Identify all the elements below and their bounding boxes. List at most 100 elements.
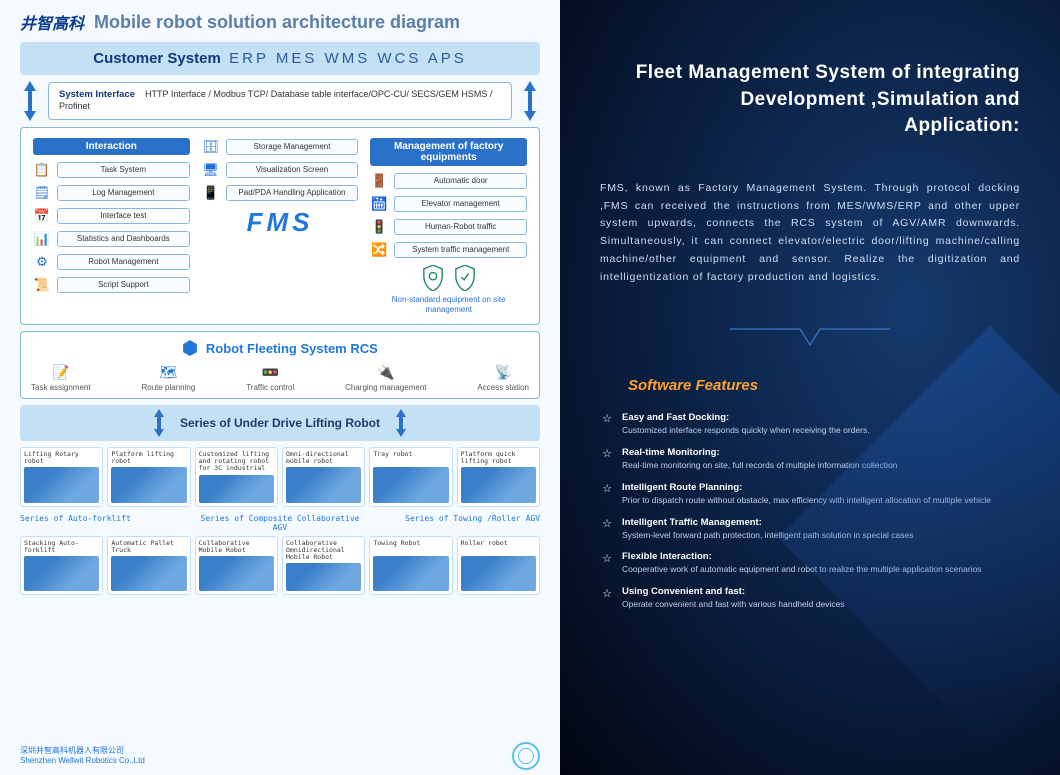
cube-icon: ⬢ xyxy=(182,338,198,359)
robot-name: Collaborative Omnidirectional Mobile Rob… xyxy=(286,540,361,561)
shield-icons xyxy=(370,265,527,291)
robot-image-placeholder xyxy=(24,556,99,591)
robot-grid-1: Lifting Rotary robot Platform lifting rob… xyxy=(20,447,540,506)
feature-item: ☆Intelligent Route Planning:Prior to dis… xyxy=(600,482,1020,507)
cell-label: Task System xyxy=(57,162,190,179)
robot-image-placeholder xyxy=(111,556,186,591)
robot-image-placeholder xyxy=(373,556,448,591)
star-icon: ☆ xyxy=(600,517,614,531)
feature-heading: Intelligent Traffic Management: xyxy=(622,517,1020,528)
customer-label: Customer System xyxy=(93,50,221,67)
cell-label: Storage Management xyxy=(226,139,359,156)
cell-icon: 🚪 xyxy=(370,172,388,190)
feature-item: ☆Intelligent Traffic Management:System-l… xyxy=(600,517,1020,542)
fms-cell: 📅Interface test xyxy=(33,207,190,225)
feature-desc: Customized interface responds quickly wh… xyxy=(622,425,1020,437)
nonstandard-note: Non-standard equipment on site managemen… xyxy=(370,295,527,314)
shield-icon xyxy=(422,265,444,291)
right-title: Fleet Management System of integrating D… xyxy=(600,60,1020,140)
robot-card: Platform lifting robot xyxy=(107,447,190,506)
col-title-interaction: Interaction xyxy=(33,138,190,155)
feature-item: ☆ Using Convenient and fast:Operate conve… xyxy=(600,586,1020,611)
updown-arrow-icon xyxy=(394,409,408,437)
robot-name: Platform quick lifting robot xyxy=(461,451,536,465)
robot-card: Automatic Pallet Truck xyxy=(107,536,190,595)
feature-body: Using Convenient and fast:Operate conven… xyxy=(622,586,1020,611)
cell-icon: 🛗 xyxy=(370,195,388,213)
shield-icon xyxy=(454,265,476,291)
updown-arrow-icon xyxy=(20,81,40,121)
star-icon: ☆ xyxy=(600,586,614,600)
lifting-robot-band: Series of Under Drive Lifting Robot xyxy=(20,405,540,441)
robot-card: Towing Robot xyxy=(369,536,452,595)
robot-name: Collaborative Mobile Robot xyxy=(199,540,274,554)
robot-card: Tray robot xyxy=(369,447,452,506)
series-collab: Series of Composite Collaborative AGV xyxy=(197,514,364,532)
feature-heading: Intelligent Route Planning: xyxy=(622,482,1020,493)
robot-image-placeholder xyxy=(461,467,536,502)
feature-heading: Real-time Monitoring: xyxy=(622,447,1020,458)
robot-image-placeholder xyxy=(286,563,361,591)
cell-label: System traffic management xyxy=(394,242,527,259)
cell-label: Pad/PDA Handling Application xyxy=(226,185,359,202)
features-heading: Software Features xyxy=(628,377,1020,394)
robot-name: Automatic Pallet Truck xyxy=(111,540,186,554)
feature-item: ☆Flexible Interaction:Cooperative work o… xyxy=(600,551,1020,576)
series-labels-row: Series of Auto-forklift Series of Compos… xyxy=(20,514,540,532)
fms-cell: 🖥Visualization Screen xyxy=(202,161,359,179)
feature-body: Flexible Interaction:Cooperative work of… xyxy=(622,551,1020,576)
cell-icon: 🗒 xyxy=(33,184,51,202)
updown-arrow-icon xyxy=(520,81,540,121)
interface-label: System Interface xyxy=(59,89,135,100)
rcs-item-icon: 📝 xyxy=(52,363,70,381)
fms-cell: 📊Statistics and Dashboards xyxy=(33,230,190,248)
feature-desc: Cooperative work of automatic equipment … xyxy=(622,564,1020,576)
footer-text: 深圳井智高科机器人有限公司 Shenzhen Wellwit Robotics … xyxy=(20,746,145,767)
cell-icon: 🚦 xyxy=(370,218,388,236)
cell-icon: 🖥 xyxy=(202,161,220,179)
star-icon: ☆ xyxy=(600,447,614,461)
cell-label: Robot Management xyxy=(57,254,190,271)
features-list: ☆ Easy and Fast Docking:Customized interf… xyxy=(600,412,1020,611)
rcs-item-icon: 🗺 xyxy=(159,363,177,381)
description-panel: Fleet Management System of integrating D… xyxy=(560,0,1060,775)
cell-icon: 📜 xyxy=(33,276,51,294)
band-label: Series of Under Drive Lifting Robot xyxy=(180,416,380,430)
fms-cell: 🗄Storage Management xyxy=(202,138,359,156)
feature-body: Real-time Monitoring:Real-time monitorin… xyxy=(622,447,1020,472)
feature-item: ☆ Easy and Fast Docking:Customized interf… xyxy=(600,412,1020,437)
feature-body: Intelligent Route Planning:Prior to disp… xyxy=(622,482,1020,507)
robot-card: Roller robot xyxy=(457,536,540,595)
robot-image-placeholder xyxy=(286,467,361,502)
robot-image-placeholder xyxy=(199,556,274,591)
robot-name: Omni-directional mobile robot xyxy=(286,451,361,465)
robot-image-placeholder xyxy=(373,467,448,502)
right-title-line3: Application: xyxy=(600,113,1020,140)
divider-ornament xyxy=(600,327,1020,347)
star-icon: ☆ xyxy=(600,412,614,426)
diagram-panel: 井智高科 Mobile robot solution architecture … xyxy=(0,0,560,775)
diagram-footer: 深圳井智高科机器人有限公司 Shenzhen Wellwit Robotics … xyxy=(20,738,540,770)
interaction-column: Interaction 📋Task System 🗒Log Management 📅… xyxy=(33,138,190,314)
fms-cell: 🗒Log Management xyxy=(33,184,190,202)
rcs-title: Robot Fleeting System RCS xyxy=(206,341,378,356)
feature-body: Easy and Fast Docking:Customized interfa… xyxy=(622,412,1020,437)
robot-image-placeholder xyxy=(24,467,99,502)
robot-name: Lifting Rotary robot xyxy=(24,451,99,465)
robot-name: Customized lifting and rotating robot fo… xyxy=(199,451,274,472)
cell-label: Interface test xyxy=(57,208,190,225)
middle-column: 🗄Storage Management 🖥Visualization Screen… xyxy=(202,138,359,314)
rcs-item-icon: 📡 xyxy=(494,363,512,381)
robot-card: Collaborative Omnidirectional Mobile Rob… xyxy=(282,536,365,595)
rcs-item-icon: 🔌 xyxy=(377,363,395,381)
feature-item: ☆ Real-time Monitoring:Real-time monitori… xyxy=(600,447,1020,472)
footer-cn: 深圳井智高科机器人有限公司 xyxy=(20,746,145,756)
customer-system-layer: Customer System ERP MES WMS WCS APS xyxy=(20,42,540,75)
rcs-item-label: Traffic control xyxy=(246,383,294,392)
right-title-line2: Development ,Simulation and xyxy=(600,87,1020,114)
cell-label: Script Support xyxy=(57,277,190,294)
fms-cell: 📋Task System xyxy=(33,161,190,179)
fms-cell: 🛗Elevator management xyxy=(370,195,527,213)
rcs-items: 📝Task assignment🗺Route planning🚥Traffic … xyxy=(31,363,529,392)
fms-label: FMS xyxy=(202,207,359,238)
